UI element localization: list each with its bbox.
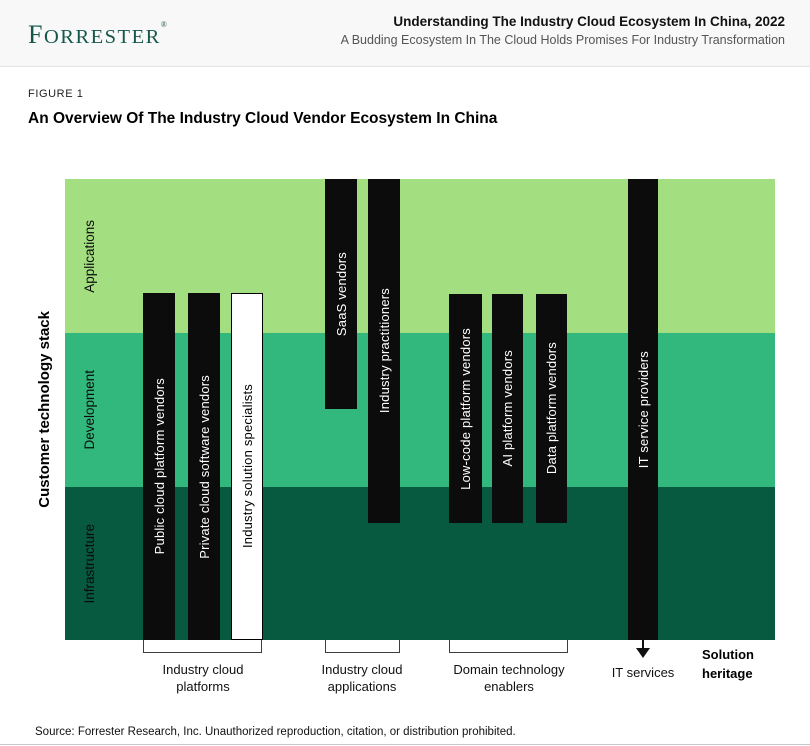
group-label-industry-cloud-platforms: Industry cloud platforms — [162, 662, 244, 694]
y-axis-label-text: Customer technology stack — [35, 311, 53, 508]
registered-trademark-icon: ® — [160, 20, 169, 29]
bottom-divider — [0, 744, 810, 745]
forrester-logo: FORRESTER® — [28, 20, 168, 50]
bar-low-code-platform-vendors: Low-code platform vendors — [449, 294, 482, 523]
bar-label: AI platform vendors — [500, 350, 515, 467]
figure-title: An Overview Of The Industry Cloud Vendor… — [28, 110, 498, 127]
bar-private-cloud-software-vendors: Private cloud software vendors — [188, 293, 220, 640]
group-label-domain-technology-enablers: Domain technology enablers — [453, 662, 565, 694]
band-label-text: Applications — [81, 219, 97, 293]
bar-industry-practitioners: Industry practitioners — [368, 179, 400, 523]
logo-text-rest: ORRESTER — [43, 26, 161, 48]
bar-label: Industry practitioners — [376, 288, 392, 414]
bar-public-cloud-platform-vendors: Public cloud platform vendors — [143, 293, 175, 640]
bracket-domain-technology-enablers — [449, 640, 568, 653]
bar-label: Data platform vendors — [544, 342, 559, 475]
bar-data-platform-vendors: Data platform vendors — [536, 294, 567, 523]
bar-label: Low-code platform vendors — [458, 327, 473, 490]
band-label-text: Development — [81, 370, 97, 450]
y-axis-label: Customer technology stack — [30, 179, 58, 640]
report-subtitle: A Budding Ecosystem In The Cloud Holds P… — [340, 33, 785, 47]
bracket-industry-cloud-platforms — [143, 640, 262, 653]
figure-number-label: FIGURE 1 — [28, 88, 84, 100]
x-axis-label: Solution heritage — [702, 647, 754, 681]
bar-label: IT service providers — [635, 350, 651, 469]
down-arrow-stem — [642, 640, 644, 649]
bar-label: Private cloud software vendors — [196, 374, 212, 559]
band-label-text: Infrastructure — [81, 523, 97, 604]
bar-industry-solution-specialists: Industry solution specialists — [231, 293, 263, 640]
bar-label: Industry solution specialists — [239, 384, 255, 549]
group-label-it-services: IT services — [611, 665, 675, 680]
logo-text: F — [28, 20, 44, 49]
group-label-industry-cloud-applications: Industry cloud applications — [321, 662, 403, 694]
bar-label: Public cloud platform vendors — [151, 378, 167, 555]
report-header: FORRESTER® Understanding The Industry Cl… — [0, 0, 810, 67]
band-label-development: Development — [77, 333, 101, 487]
band-label-applications: Applications — [77, 179, 101, 333]
header-title-block: Understanding The Industry Cloud Ecosyst… — [341, 14, 785, 47]
bar-label: SaaS vendors — [333, 251, 349, 337]
source-attribution: Source: Forrester Research, Inc. Unautho… — [35, 726, 516, 738]
band-label-infrastructure: Infrastructure — [77, 487, 101, 640]
bar-ai-platform-vendors: AI platform vendors — [492, 294, 523, 523]
bar-it-service-providers: IT service providers — [628, 179, 658, 640]
report-title: Understanding The Industry Cloud Ecosyst… — [393, 14, 785, 29]
down-arrow-icon — [636, 648, 650, 658]
bar-saas-vendors: SaaS vendors — [325, 179, 357, 409]
bracket-industry-cloud-applications — [325, 640, 400, 653]
